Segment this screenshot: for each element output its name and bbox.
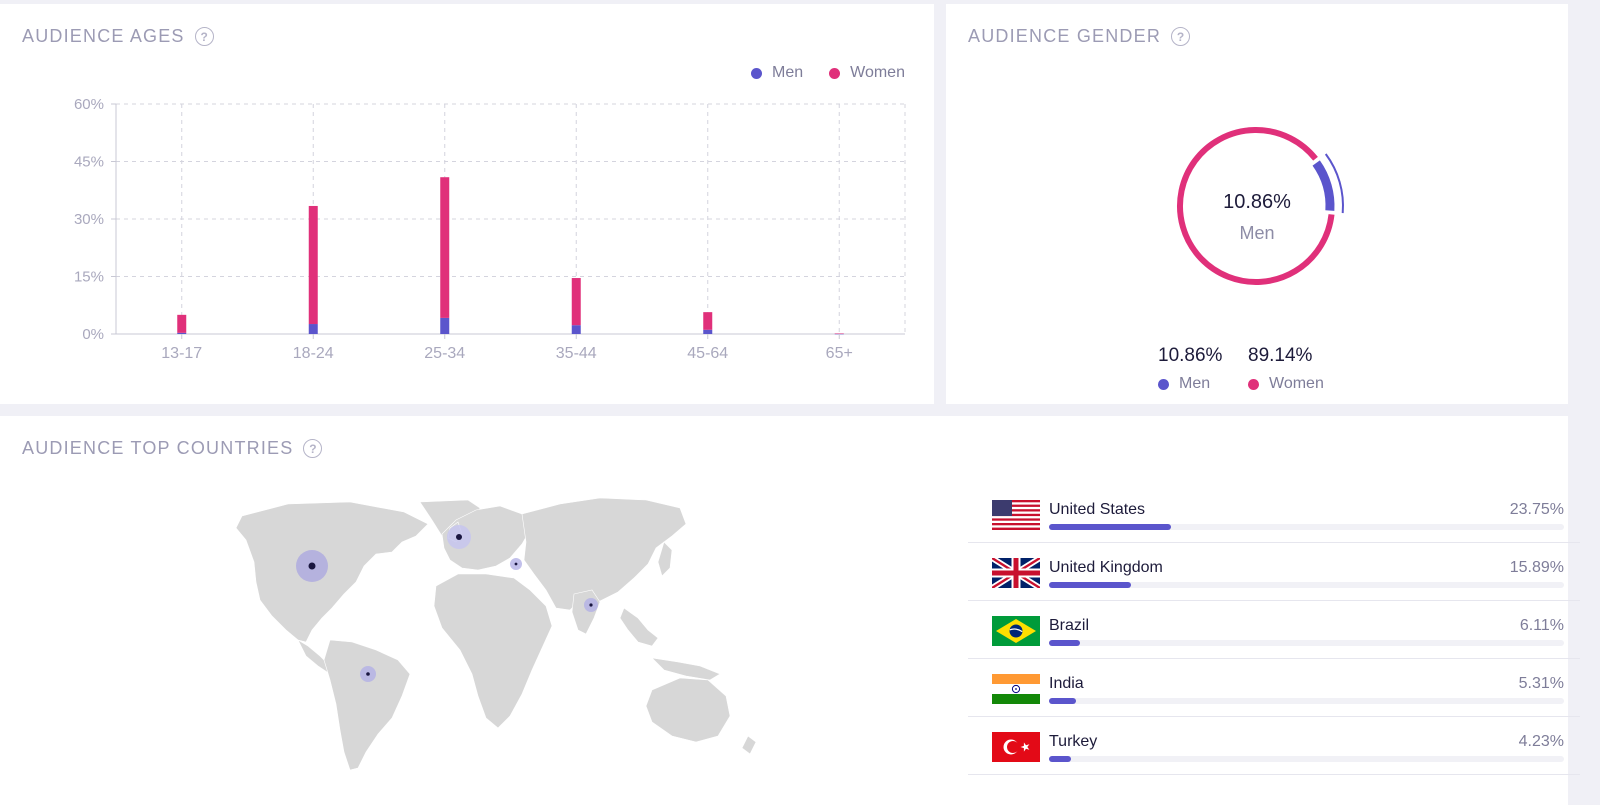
bar-men[interactable] [308,324,318,334]
y-tick-label: 30% [74,211,104,228]
bar-women[interactable] [571,278,581,326]
bar-women[interactable] [834,333,844,334]
audience-gender-card: AUDIENCE GENDER ? 10.86% Men 10.86% Men … [946,4,1568,404]
x-tick-label: 13-17 [161,345,202,362]
country-name: United Kingdom [1049,559,1163,576]
country-percent: 5.31% [1518,675,1564,692]
legend-women[interactable]: Women [829,64,905,82]
ages-legend: Men Women [751,64,905,82]
country-name: Turkey [1049,733,1098,750]
country-progress-fill [1049,698,1077,704]
ages-bar-chart: 0% 15% 30% 45% 60% 13-17 18-24 25-34 35-44 45-64 6… [74,96,906,362]
map-markers [296,525,598,682]
donut-highlight-arc [1324,153,1344,214]
country-progress-track [1049,698,1564,704]
country-row-united-kingdom[interactable]: United Kingdom 15.89% [968,543,1580,601]
help-icon[interactable]: ? [194,27,214,46]
x-tick-label: 45-64 [687,345,728,362]
country-name: United States [1049,501,1146,518]
country-row-india[interactable]: India 5.31% [968,659,1580,717]
map-australia [645,677,731,743]
bar-men[interactable] [571,325,581,334]
men-dot-icon [1158,378,1169,390]
help-icon[interactable]: ? [1171,27,1191,46]
x-tick-label: 35-44 [556,345,597,362]
country-progress-fill [1049,640,1081,646]
india-flag-icon [992,674,1040,704]
bar-men[interactable] [177,332,187,334]
country-row-brazil[interactable]: Brazil 6.11% [968,601,1580,659]
map-southeast-asia [619,607,659,647]
country-progress-fill [1049,524,1172,530]
country-row-turkey[interactable]: Turkey 4.23% [968,717,1580,775]
bar-women[interactable] [440,177,450,318]
country-name: India [1049,675,1084,692]
map-south-america [323,639,411,771]
country-progress-track [1049,640,1564,646]
brazil-flag-icon [992,616,1040,646]
country-progress-track [1049,524,1564,530]
women-dot-icon [1248,378,1259,390]
donut-slice-men[interactable] [1312,160,1335,211]
bar-men[interactable] [703,329,713,334]
map-india [571,589,601,635]
map-indonesia [651,657,721,681]
bar-women[interactable] [703,312,713,330]
help-icon[interactable]: ? [303,439,323,458]
country-percent: 4.23% [1518,733,1564,750]
country-row-united-states[interactable]: United States 23.75% [968,485,1580,543]
map-asia [521,497,687,611]
country-percent: 23.75% [1509,501,1564,518]
uk-flag-icon [992,558,1040,588]
map-europe [441,505,531,571]
donut-center-label: Men [1239,223,1275,243]
map-north-america [235,501,429,643]
country-name: Brazil [1049,617,1090,634]
audience-ages-title: AUDIENCE AGES ? [22,26,214,47]
gender-donut-chart [1177,127,1344,285]
men-dot-icon [751,67,762,79]
gender-stat-men: 10.86% Men [1158,345,1223,392]
y-tick-label: 15% [74,269,104,286]
country-progress-track [1049,756,1564,762]
bar-women[interactable] [177,314,187,333]
y-tick-label: 0% [82,326,104,343]
gender-stat-women: 89.14% Women [1248,345,1324,392]
x-tick-label: 25-34 [424,345,465,362]
audience-countries-card: AUDIENCE TOP COUNTRIES ? [0,416,1568,805]
audience-ages-card: AUDIENCE AGES ? Men Women 0% 15% 30% 45% 60%… [0,4,934,404]
donut-center-value: 10.86% [1223,191,1291,213]
donut-slice-women[interactable] [1177,127,1335,285]
country-list: United States 23.75% United Kingdom 15.8… [968,485,1580,775]
bar-women[interactable] [308,205,318,325]
country-progress-fill [1049,756,1071,762]
world-map [235,497,757,771]
legend-men[interactable]: Men [751,64,803,82]
map-new-zealand [741,735,757,755]
y-tick-label: 45% [74,154,104,171]
map-japan [657,541,673,577]
bar-men[interactable] [440,317,450,334]
x-tick-label: 18-24 [293,345,334,362]
country-percent: 6.11% [1519,617,1564,634]
country-progress-track [1049,582,1564,588]
country-percent: 15.89% [1509,559,1564,576]
y-tick-label: 60% [74,96,104,113]
country-progress-fill [1049,582,1131,588]
women-dot-icon [829,67,841,79]
audience-countries-title: AUDIENCE TOP COUNTRIES ? [22,438,323,459]
audience-gender-title: AUDIENCE GENDER ? [968,26,1191,47]
turkey-flag-icon [992,732,1040,762]
us-flag-icon [992,500,1040,530]
map-africa [433,573,553,729]
x-tick-label: 65+ [826,345,853,362]
